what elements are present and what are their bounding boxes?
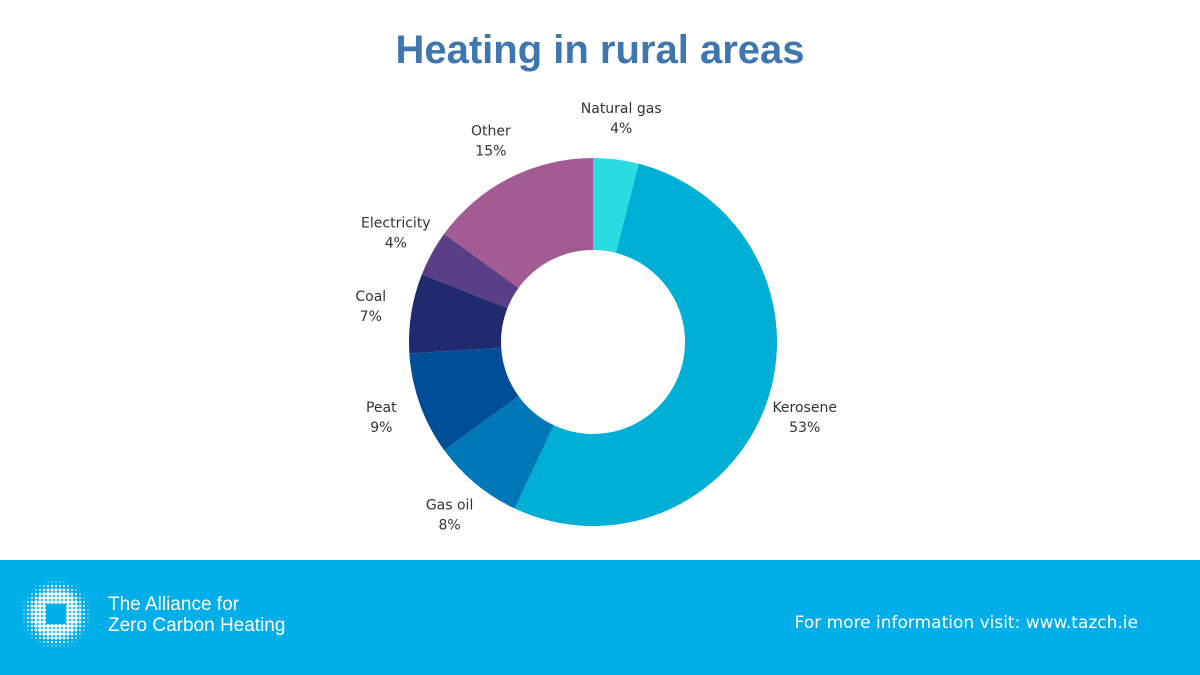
slice-coal bbox=[409, 274, 508, 354]
more-info-link[interactable]: For more information visit: www.tazch.ie bbox=[794, 613, 1138, 633]
donut-slices bbox=[409, 158, 777, 526]
slice-electricity bbox=[421, 233, 519, 309]
slice-other bbox=[444, 158, 593, 288]
label-coal: Coal 7% bbox=[355, 289, 386, 325]
label-gas-oil: Gas oil 8% bbox=[426, 497, 474, 533]
donut-chart: Natural gas 4% Kerosene 53% Gas oil 8% Peat 9% C… bbox=[355, 101, 837, 534]
label-other: Other 15% bbox=[471, 124, 511, 160]
slice-kerosene bbox=[514, 163, 777, 526]
label-natural-gas: Natural gas 4% bbox=[581, 101, 662, 137]
organization-name-line-2: Zero Carbon Heating bbox=[108, 615, 286, 636]
label-electricity: Electricity 4% bbox=[361, 216, 431, 252]
label-peat: Peat 9% bbox=[366, 400, 397, 436]
slice-natural-gas bbox=[593, 158, 639, 253]
organization-name-line-1: The Alliance for bbox=[108, 594, 239, 615]
footer-bar: The Alliance for Zero Carbon Heating For… bbox=[0, 560, 1200, 675]
chart-title: Heating in rural areas bbox=[395, 28, 805, 72]
slice-labels: Natural gas 4% Kerosene 53% Gas oil 8% Peat 9% C… bbox=[355, 101, 837, 534]
alliance-logo-icon bbox=[23, 581, 89, 647]
label-kerosene: Kerosene 53% bbox=[772, 400, 837, 436]
slice-gas-oil bbox=[444, 396, 554, 509]
slice-peat bbox=[409, 347, 519, 451]
organization-name: The Alliance for Zero Carbon Heating bbox=[108, 594, 285, 636]
